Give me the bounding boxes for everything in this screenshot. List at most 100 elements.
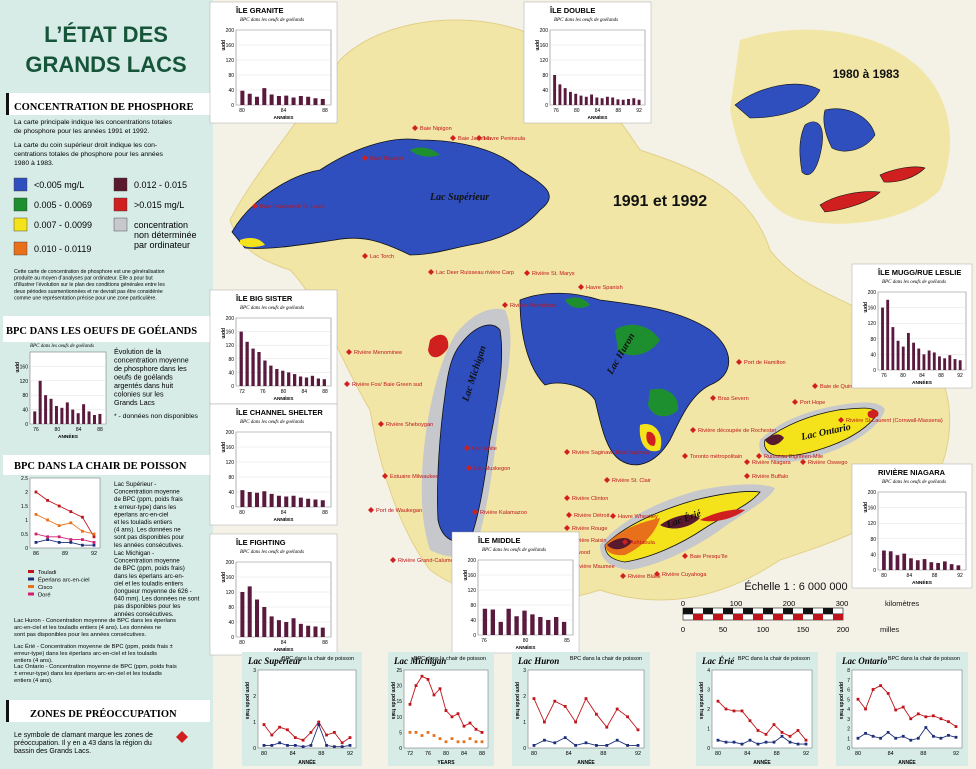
left-egg-chart-y-tick: 40 [22, 408, 28, 414]
fish-chart-point [804, 738, 808, 742]
fish-chart-point [468, 737, 472, 741]
egg-chart-x-tick: 72 [239, 389, 245, 395]
fish-chart-x-tick: 92 [953, 751, 959, 757]
place-label: Rivière St. Marys [532, 271, 575, 277]
egg-chart-bar [546, 620, 551, 635]
fish-chart-y-label: ppm poids frais [838, 682, 844, 719]
fish-chart-point [480, 731, 484, 734]
phosphore-heading: CONCENTRATION DE PHOSPHORE [14, 102, 194, 113]
fish-chart-x-tick: 80 [531, 751, 537, 757]
egg-chart-y-tick: 160 [226, 330, 235, 336]
zones-header-bar [6, 700, 9, 722]
fish-chart-y-tick: 5 [399, 730, 402, 736]
egg-chart-bar [281, 370, 285, 386]
egg-chart-bar [306, 625, 311, 637]
fish-chart-point [856, 697, 860, 701]
egg-chart-bar [956, 565, 961, 570]
egg-chart-y-tick: 80 [228, 357, 234, 363]
title-line1: L’ÉTAT DES [44, 22, 168, 47]
scale-segment-km [823, 608, 833, 614]
fish-chart-y-tick: 3 [253, 668, 256, 674]
fish-chart-y-label: ppm poids frais [698, 682, 704, 719]
legend-label: par ordinateur [134, 240, 190, 250]
title-block: L’ÉTAT DES GRANDS LACS [25, 22, 186, 77]
egg-chart-bar [958, 360, 962, 370]
egg-chart-bar [313, 499, 318, 507]
egg-chart-y-tick: 200 [226, 430, 235, 436]
egg-chart-y-tick: 40 [228, 620, 234, 626]
egg-chart-subtitle: BPC dans les oeufs de goélands [482, 548, 546, 553]
egg-chart-bar [262, 607, 267, 637]
egg-chart-y-tick: 0 [231, 505, 234, 511]
egg-chart-bar [514, 616, 519, 635]
left-egg-chart-bar [38, 380, 42, 424]
egg-chart: RIVIÈRE NIAGARA BPC dans les oeufs de goé… [851, 463, 973, 589]
bpc-eggs-heading: BPC DANS LES OEUFS DE GOÉLANDS [6, 325, 197, 337]
left-fish-chart-point [69, 541, 73, 544]
fish-legend-label: Éperlans arc-en-ciel [38, 577, 90, 584]
scale-segment-km [743, 608, 753, 614]
fish-chart-y-label: ppm poids frais [390, 682, 396, 719]
egg-chart-bar [917, 348, 921, 370]
place-label: Rivière Fox/ Baie Green sud [352, 382, 422, 388]
egg-chart-y-tick: 160 [540, 43, 549, 49]
area-of-concern-marker [344, 381, 350, 387]
scale-mi-tick: 150 [797, 625, 810, 634]
fish-chart-point [543, 738, 546, 742]
egg-chart-bar [287, 372, 291, 386]
egg-chart-bar [902, 553, 907, 570]
fish-chart-point [626, 715, 629, 719]
fish-chart-point [278, 725, 282, 729]
egg-chart-bar [490, 609, 496, 635]
bpc-eggs-desc-line: de phosphore dans les [114, 364, 187, 373]
area-of-concern-marker [690, 427, 696, 433]
fish-chart-y-tick: 15 [396, 699, 402, 705]
area-of-concern-marker [368, 507, 374, 513]
fish-chart-x-tick: 80 [443, 751, 449, 757]
scale-mi-tick: 200 [837, 625, 850, 634]
egg-chart-y-tick: 160 [226, 445, 235, 451]
fish-chart-point [756, 742, 760, 746]
egg-chart-y-label: ppm [220, 442, 226, 453]
egg-chart-y-label: ppm [862, 502, 868, 513]
egg-chart-y-tick: 200 [226, 316, 235, 322]
left-fish-chart-y-tick: 2 [25, 490, 28, 496]
fish-chart-point [864, 707, 867, 711]
egg-chart-plot [235, 431, 332, 508]
fish-desc-ontario-line: ± erreur-type) dans les éperlans arc-en-… [14, 671, 162, 677]
left-egg-chart-y-label: ppm [14, 362, 20, 373]
fish-chart-point [474, 740, 478, 744]
fish-chart-subtitle: BPC dans la chair de poisson [414, 656, 486, 662]
egg-chart-x-tick: 84 [281, 510, 287, 516]
phosphore-note-line: produite au moyen d’analyses par ordinat… [14, 276, 153, 282]
place-label: Port Hope [800, 400, 825, 406]
scale-segment-km [703, 608, 713, 614]
left-egg-chart-y-tick: 120 [20, 379, 29, 385]
inset-michigan [799, 121, 823, 175]
egg-chart-y-label: ppm [220, 328, 226, 339]
fish-chart-point [348, 736, 352, 739]
egg-chart-y-tick: 80 [228, 475, 234, 481]
fish-chart-y-tick: 0 [707, 746, 710, 752]
egg-chart-x-tick: 84 [301, 389, 307, 395]
egg-chart-y-tick: 120 [468, 588, 477, 594]
fish-chart-point [924, 715, 928, 719]
fish-chart-y-tick: 8 [847, 668, 850, 674]
fish-chart-point [615, 738, 619, 742]
left-fish-chart-plot [29, 477, 101, 549]
left-fish-chart-point [46, 535, 49, 539]
scale-km-tick: 200 [783, 599, 796, 608]
left-fish-chart-point [57, 524, 61, 527]
fish-chart-point [317, 723, 321, 726]
fish-chart-point [325, 733, 328, 737]
place-label: Rivière Maumee [574, 564, 615, 570]
fish-chart-point [804, 742, 808, 746]
scale-mi-tick: 100 [757, 625, 770, 634]
ontario-west-end-maroon [765, 434, 784, 446]
area-of-concern-marker [524, 270, 530, 276]
egg-chart-x-tick: 88 [322, 389, 328, 395]
phosphore-p1-line: de phosphore pour les années 1991 et 199… [14, 128, 149, 135]
fish-chart-point [444, 740, 448, 744]
fish-chart-point [871, 734, 875, 738]
